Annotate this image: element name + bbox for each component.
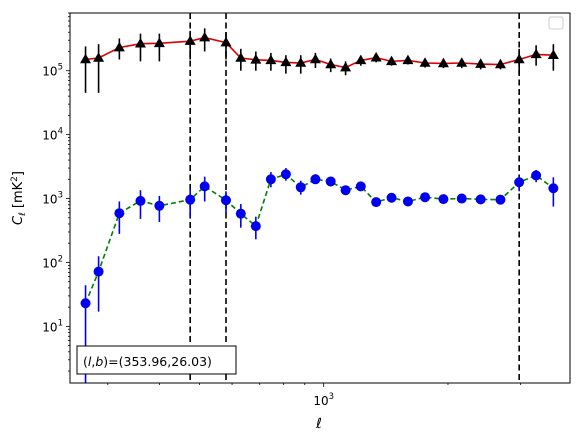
series-0-point-25 <box>513 53 525 64</box>
series-0-point-3 <box>134 37 146 48</box>
series-0-point-7 <box>220 36 232 47</box>
series-1-point-27 <box>548 183 559 194</box>
annotation-text: (l,b)=(353.96,26.03) <box>83 354 212 369</box>
series-1-point-13 <box>310 174 321 185</box>
series-1-point-8 <box>235 208 246 219</box>
y-tick-base: 10 <box>42 65 57 79</box>
y-tick-exp: 3 <box>58 191 63 201</box>
series-0-point-0 <box>80 53 92 64</box>
x-axis-label: ℓ <box>315 416 322 432</box>
series-0-point-6 <box>199 31 211 42</box>
series-1-point-24 <box>495 194 506 205</box>
annotation-l: l <box>88 354 92 369</box>
series-0-point-21 <box>437 57 449 68</box>
series-0-point-17 <box>370 51 382 62</box>
x-tick-base: 10 <box>313 394 328 408</box>
series-0-point-18 <box>386 55 398 66</box>
annotation-suffix: )=(353.96,26.03) <box>103 354 212 369</box>
y-axis-label-unit-close: ] <box>11 171 26 176</box>
series-1-point-6 <box>199 181 210 192</box>
y-tick-label-0: 101 <box>42 318 63 334</box>
annotation-b: b <box>95 354 103 369</box>
series-1-point-5 <box>185 194 196 205</box>
series-0-point-23 <box>475 58 487 68</box>
series-0-line <box>85 36 554 69</box>
series-1-point-0 <box>80 298 91 309</box>
y-axis-label-sub: ℓ <box>18 212 28 217</box>
x-tick-label-0: 103 <box>313 392 334 408</box>
y-tick-base: 10 <box>42 256 57 270</box>
y-tick-base: 10 <box>42 320 57 334</box>
series-0-point-19 <box>402 54 414 65</box>
series-1-point-17 <box>371 197 382 208</box>
series-0 <box>80 28 559 93</box>
series-0-point-2 <box>113 41 125 52</box>
series-0-point-1 <box>93 52 105 62</box>
series-1-point-19 <box>402 196 413 207</box>
y-axis-label-main: C <box>11 215 26 225</box>
series-1-point-20 <box>420 192 431 203</box>
series-1-point-11 <box>280 169 291 180</box>
y-tick-label-1: 102 <box>42 254 63 270</box>
series-0-point-13 <box>309 53 321 64</box>
series-0-point-15 <box>340 61 352 72</box>
series-1-point-25 <box>514 177 525 188</box>
series-0-point-24 <box>494 58 506 69</box>
y-tick-label-2: 103 <box>42 191 63 207</box>
series-0-point-20 <box>419 57 431 67</box>
series-1-point-18 <box>386 192 397 203</box>
series-1-point-1 <box>93 266 104 277</box>
series-0-point-16 <box>355 54 367 65</box>
y-tick-exp: 5 <box>58 63 63 73</box>
y-tick-exp: 4 <box>58 127 63 137</box>
y-tick-base: 10 <box>42 193 57 207</box>
y-axis-label-unit-open: [mK <box>11 181 26 208</box>
series-1-point-16 <box>355 181 366 192</box>
series-1-point-10 <box>265 174 276 185</box>
series-0-point-10 <box>265 54 277 65</box>
series-0-point-5 <box>184 35 196 45</box>
series-1-point-4 <box>154 200 165 211</box>
y-axis-label-unit-sup: 2 <box>10 176 20 182</box>
series-0-point-8 <box>235 52 247 62</box>
x-tick-exp: 3 <box>329 392 334 402</box>
series-0-point-14 <box>325 58 337 69</box>
y-tick-exp: 1 <box>58 318 63 328</box>
series-1-line <box>84 173 554 304</box>
series-1-point-2 <box>114 208 125 219</box>
series-1 <box>80 168 559 383</box>
series-1-point-7 <box>220 195 231 206</box>
legend-box <box>548 16 564 30</box>
series-0-point-4 <box>153 37 165 48</box>
series-0-point-27 <box>547 49 559 59</box>
series-1-point-9 <box>250 221 261 232</box>
series-1-point-21 <box>438 194 449 205</box>
annotation-box <box>76 345 237 375</box>
series-0-point-26 <box>530 48 542 59</box>
series-0-point-9 <box>250 54 262 64</box>
y-tick-exp: 2 <box>58 254 63 264</box>
y-axis-label: Cℓ [mK2] <box>10 171 28 225</box>
series-1-point-15 <box>340 185 351 196</box>
y-tick-base: 10 <box>42 129 57 143</box>
annotation-comma: , <box>91 354 95 369</box>
y-tick-label-3: 104 <box>42 127 63 143</box>
series-0-point-12 <box>295 57 307 67</box>
series-1-point-23 <box>475 194 486 205</box>
series-1-point-22 <box>456 193 467 204</box>
series-1-point-26 <box>531 170 542 181</box>
series-0-point-22 <box>456 57 468 67</box>
series-1-point-12 <box>295 182 306 193</box>
y-tick-label-4: 105 <box>42 63 63 79</box>
series-1-point-14 <box>325 176 336 187</box>
annotation-prefix: ( <box>83 354 88 369</box>
series-0-point-11 <box>280 56 292 67</box>
series-1-point-3 <box>135 195 146 206</box>
plot-frame <box>69 12 571 384</box>
